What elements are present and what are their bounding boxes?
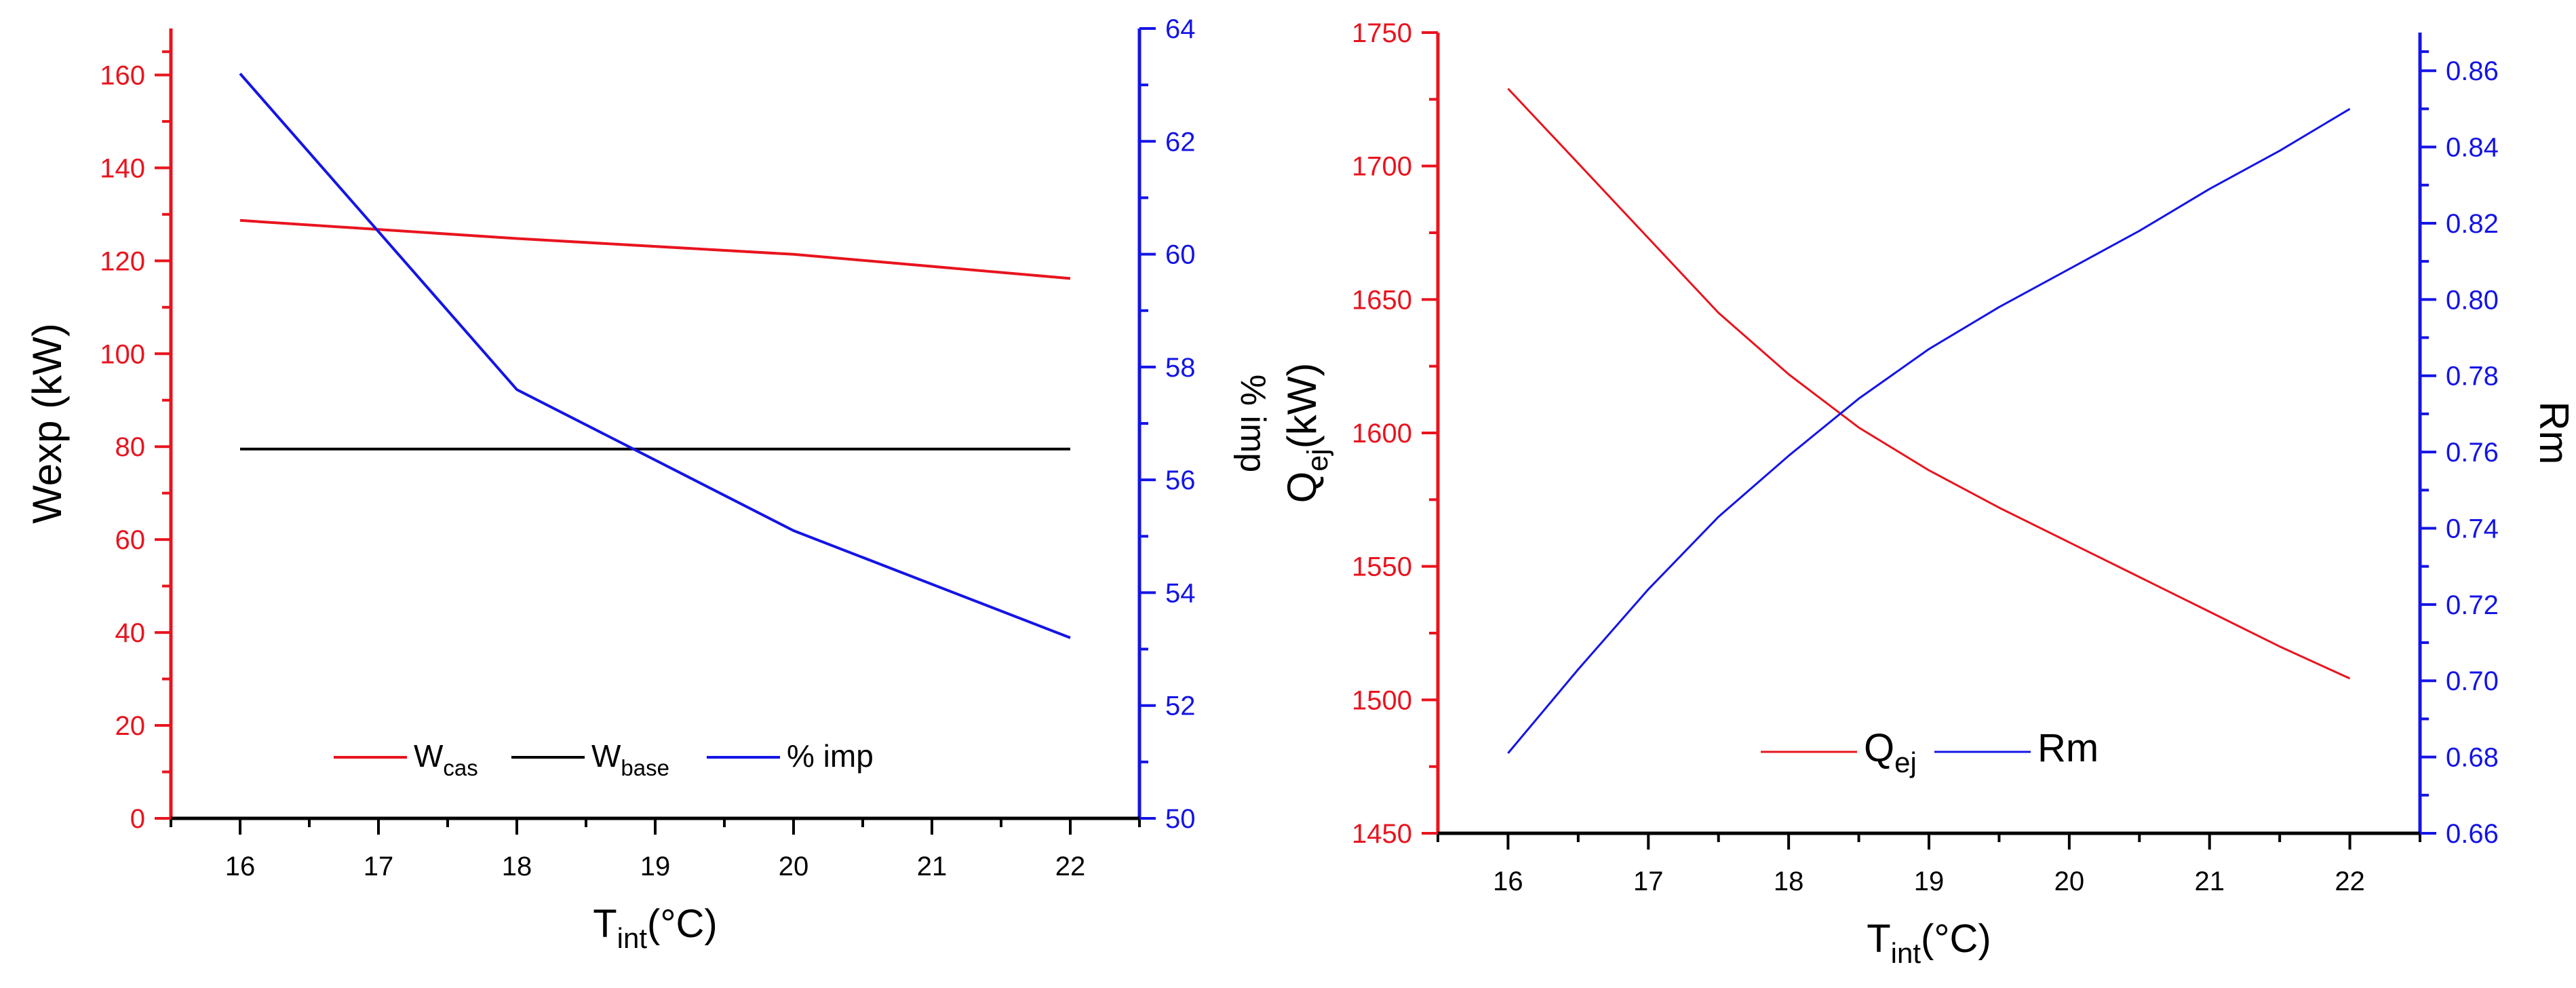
x-axis-label: Tint(°C) [593, 902, 718, 954]
left-y-tick-label: 120 [100, 246, 145, 276]
right-y-tick-label: 52 [1165, 691, 1196, 721]
legend-label: Rm [2037, 726, 2099, 770]
right-y-tick-label: 62 [1165, 127, 1196, 157]
left-y-tick-label: 100 [100, 339, 145, 369]
right-y-tick-label: 56 [1165, 466, 1196, 495]
left-y-tick-label: 1750 [1352, 18, 1412, 48]
left-y-tick-label: 1600 [1352, 419, 1412, 449]
right-y-tick-label: 64 [1165, 14, 1196, 44]
x-tick-label: 21 [2194, 867, 2225, 896]
left-y-tick-label: 140 [100, 153, 145, 183]
right-y-tick-label: 0.72 [2446, 590, 2499, 620]
legend-label: Wcas [414, 738, 478, 780]
legend-label: Qej [1864, 726, 1917, 778]
x-tick-label: 20 [779, 852, 809, 881]
x-tick-label: 18 [502, 852, 532, 881]
right-y-tick-label: 60 [1165, 240, 1196, 270]
left-y-tick-label: 60 [115, 525, 146, 555]
right-y-tick-label: 0.80 [2446, 285, 2499, 315]
x-tick-label: 21 [917, 852, 948, 881]
x-tick-label: 22 [1055, 852, 1086, 881]
left-y-tick-label: 160 [100, 60, 145, 90]
series-line-rm [1507, 108, 2351, 754]
left-y-tick-label: 1450 [1352, 819, 1412, 849]
series-line--imp [239, 73, 1071, 639]
right-y-tick-label: 0.78 [2446, 362, 2499, 392]
right-y-tick-label: 58 [1165, 353, 1196, 383]
right-y-tick-label: 0.82 [2446, 209, 2499, 239]
right-y-tick-label: 0.84 [2446, 133, 2499, 163]
left-y-tick-label: 0 [130, 804, 145, 834]
legend-label: % imp [787, 738, 874, 774]
right-y-tick-label: 0.76 [2446, 438, 2499, 468]
left-y-tick-label: 1500 [1352, 685, 1412, 715]
left-y-tick-label: 1550 [1352, 552, 1412, 582]
right-y-axis-label: % imp [1233, 375, 1272, 472]
x-tick-label: 16 [225, 852, 256, 881]
right-chart-panel: 16 17 18 19 20 21 22 1450 1500 1550 1600 1650 1700 17… [1279, 18, 2576, 969]
right-y-tick-label: 0.66 [2446, 819, 2499, 849]
left-chart-panel: 16 17 18 19 20 21 22 0 20 40 60 80 100 120 140 160 50 52 5… [24, 14, 1272, 954]
series-line-qej [1507, 88, 2351, 680]
legend-label: Wbase [591, 738, 669, 780]
x-tick-label: 16 [1493, 867, 1523, 896]
right-y-axis-label: Rm [2531, 401, 2576, 464]
left-y-axis-label: Wexp (kW) [24, 323, 70, 524]
left-y-tick-label: 80 [115, 432, 146, 462]
x-tick-label: 22 [2335, 867, 2365, 896]
left-y-tick-label: 20 [115, 711, 146, 741]
left-y-tick-label: 1650 [1352, 285, 1412, 315]
x-tick-label: 17 [1633, 867, 1664, 896]
x-tick-label: 19 [640, 852, 671, 881]
x-tick-label: 20 [2054, 867, 2085, 896]
legend: Qej Rm [1761, 726, 2099, 778]
left-y-axis-label: Qej(kW) [1279, 363, 1334, 504]
left-y-tick-label: 40 [115, 618, 146, 648]
legend: Wcas Wbase % imp [334, 738, 874, 780]
right-y-tick-label: 54 [1165, 578, 1196, 608]
right-y-tick-label: 0.68 [2446, 743, 2499, 773]
right-y-tick-label: 0.86 [2446, 56, 2499, 86]
x-tick-label: 18 [1774, 867, 1804, 896]
x-axis-label: Tint(°C) [1867, 917, 1991, 969]
x-tick-label: 17 [364, 852, 394, 881]
series-line-wcas [239, 218, 1071, 280]
left-y-tick-label: 1700 [1352, 152, 1412, 182]
right-y-tick-label: 0.70 [2446, 666, 2499, 696]
right-y-tick-label: 0.74 [2446, 514, 2499, 544]
right-y-tick-label: 50 [1165, 804, 1196, 834]
x-tick-label: 19 [1914, 867, 1945, 896]
